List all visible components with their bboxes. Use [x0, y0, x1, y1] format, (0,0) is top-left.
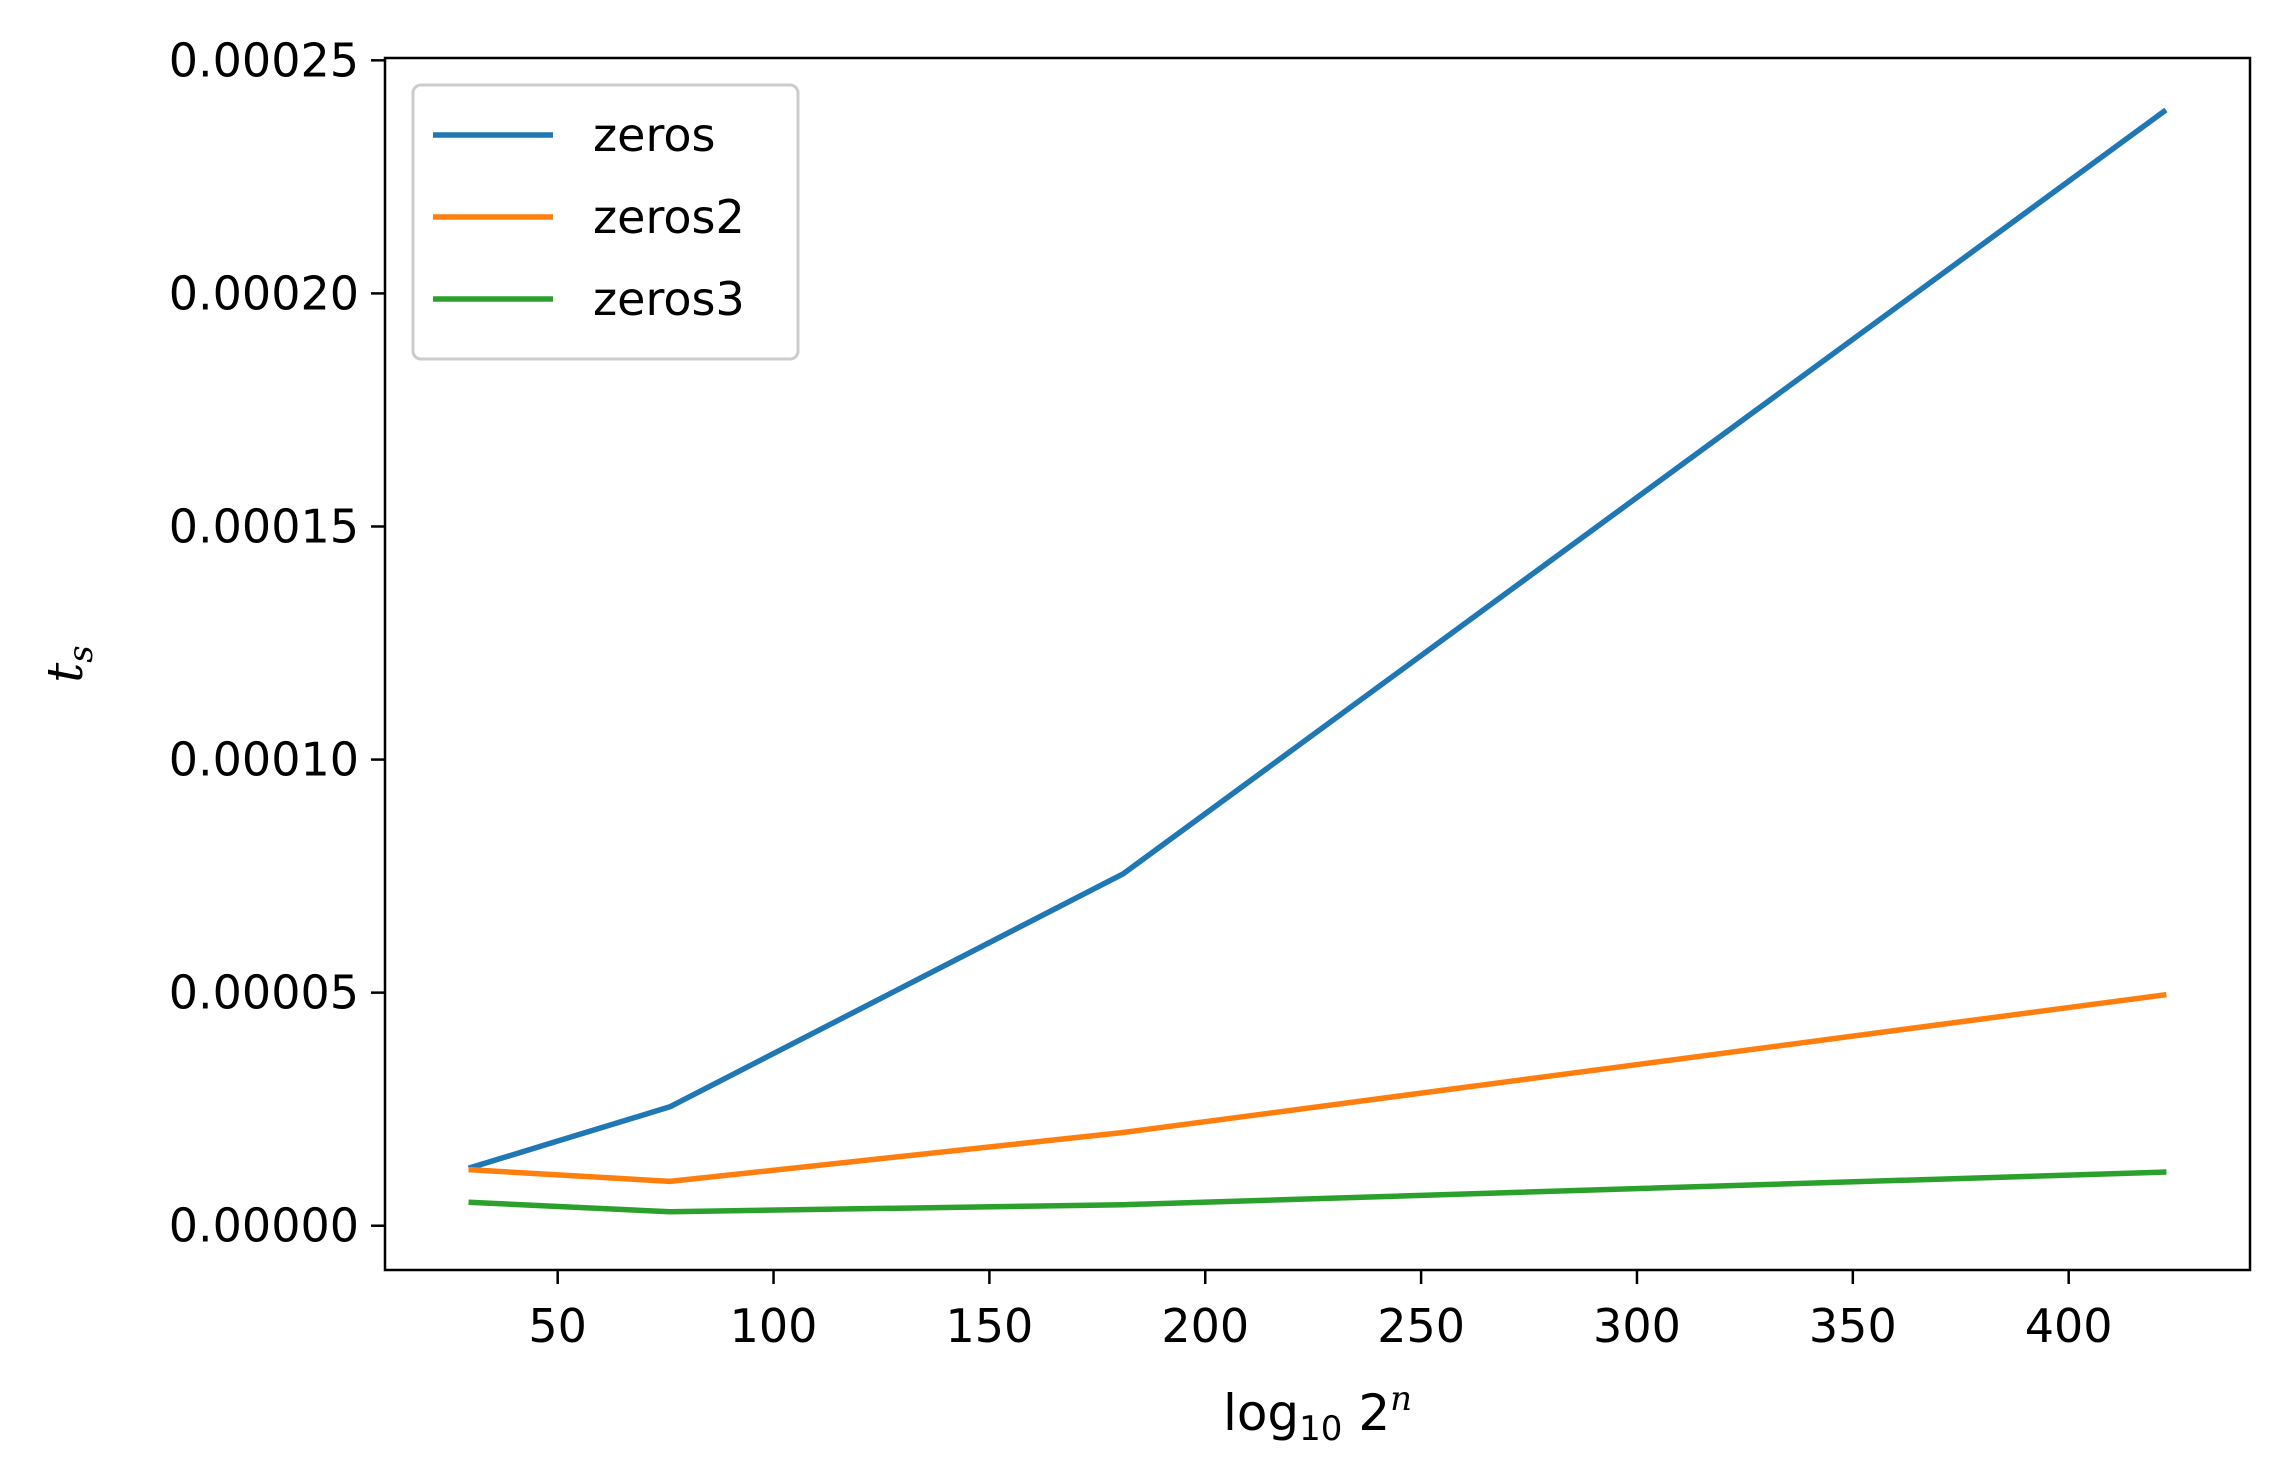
y-tick-label: 0.00005 — [169, 966, 359, 1020]
x-axis-label: log10 2n — [1223, 1379, 1412, 1449]
series-line-zeros3 — [468, 1169, 2167, 1215]
series-line-zeros2 — [468, 991, 2167, 1185]
legend: zeros zeros2 zeros3 — [411, 83, 800, 361]
x-tick-label: 200 — [1161, 1299, 1249, 1353]
legend-label-zeros3: zeros3 — [593, 272, 745, 326]
legend-items: zeros zeros2 zeros3 — [433, 108, 745, 326]
x-tick-label: 50 — [528, 1299, 587, 1353]
y-tick-label: 0.00020 — [169, 266, 359, 320]
y-tick-label: 0.00010 — [169, 733, 359, 787]
x-tick-label: 100 — [730, 1299, 818, 1353]
x-axis-label-space — [1342, 1384, 1358, 1442]
y-tick-label: 0.00000 — [169, 1199, 359, 1253]
x-axis-label-base: 2 — [1358, 1384, 1390, 1442]
y-tick-label: 0.00015 — [169, 499, 359, 553]
series-line-zeros — [467, 107, 2168, 1171]
y-axis-ticks: 0.00000 0.00005 0.00010 0.00015 0.00020 0.000… — [169, 33, 385, 1253]
x-axis-ticks: 50 100 150 200 250 300 350 400 — [528, 1270, 2113, 1353]
x-tick-label: 250 — [1377, 1299, 1465, 1353]
y-axis-label-subscript: s — [61, 645, 101, 662]
x-axis-label-main: log — [1223, 1384, 1299, 1442]
y-tick-label: 0.00025 — [169, 33, 359, 87]
y-axis-label-main: t — [36, 662, 94, 683]
x-tick-label: 400 — [2025, 1299, 2113, 1353]
legend-box — [411, 83, 800, 361]
y-axis-label: ts — [36, 645, 101, 683]
x-axis-label-superscript: n — [1390, 1379, 1412, 1419]
x-tick-label: 300 — [1593, 1299, 1681, 1353]
x-tick-label: 350 — [1809, 1299, 1897, 1353]
series-layer — [467, 107, 2168, 1215]
legend-label-zeros: zeros — [593, 108, 715, 162]
plot-frame — [383, 56, 2252, 1272]
x-tick-label: 150 — [945, 1299, 1033, 1353]
legend-label-zeros2: zeros2 — [593, 190, 745, 244]
x-axis-label-subscript: 10 — [1299, 1409, 1342, 1449]
